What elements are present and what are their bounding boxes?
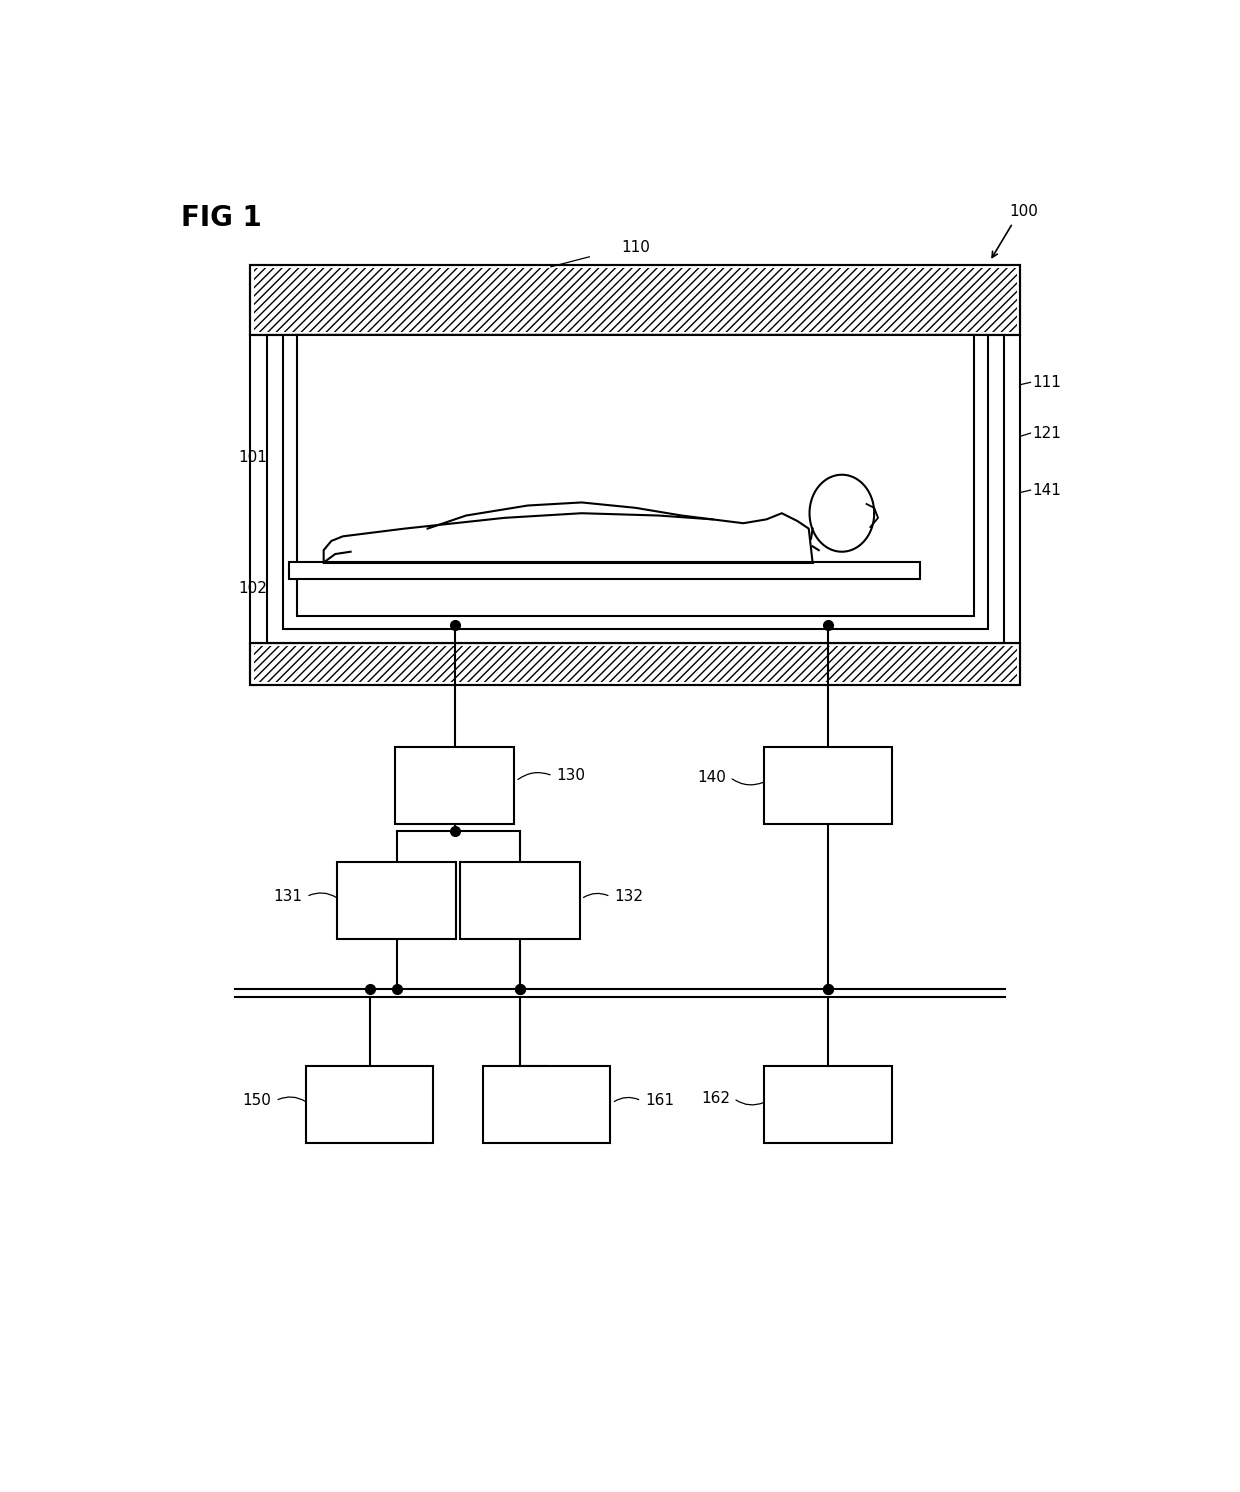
Text: 100: 100 bbox=[1009, 204, 1038, 219]
Bar bbox=[296, 334, 975, 616]
Bar bbox=[765, 746, 892, 824]
Text: SW: SW bbox=[439, 776, 470, 795]
Bar bbox=[394, 746, 515, 824]
Text: 150: 150 bbox=[243, 1094, 272, 1109]
Text: RX: RX bbox=[507, 891, 533, 910]
Bar bbox=[337, 862, 456, 938]
Text: 131: 131 bbox=[274, 889, 303, 904]
Text: 141: 141 bbox=[1032, 482, 1061, 498]
Text: 130: 130 bbox=[557, 768, 585, 783]
Text: HMI: HMI bbox=[351, 1095, 388, 1115]
Bar bbox=[765, 1067, 892, 1143]
Bar bbox=[289, 562, 920, 579]
Text: MEM: MEM bbox=[805, 1095, 851, 1115]
Text: CPU: CPU bbox=[527, 1095, 567, 1115]
Text: 140: 140 bbox=[697, 770, 725, 785]
Bar bbox=[460, 862, 579, 938]
Text: GRAD: GRAD bbox=[800, 776, 856, 795]
Text: 101: 101 bbox=[238, 451, 268, 466]
Bar bbox=[253, 646, 1017, 682]
Text: 162: 162 bbox=[701, 1091, 730, 1106]
Text: TX: TX bbox=[384, 891, 409, 910]
Text: FIG 1: FIG 1 bbox=[181, 204, 262, 231]
Bar bbox=[283, 334, 988, 628]
Bar bbox=[250, 643, 1021, 685]
Bar bbox=[484, 1067, 610, 1143]
Text: 110: 110 bbox=[621, 240, 650, 255]
Bar bbox=[253, 269, 1017, 331]
Bar bbox=[250, 266, 1021, 334]
Text: 121: 121 bbox=[1032, 425, 1061, 440]
Bar bbox=[250, 643, 1021, 685]
Text: 102: 102 bbox=[238, 582, 268, 597]
Bar bbox=[268, 334, 1003, 643]
Text: 161: 161 bbox=[645, 1094, 675, 1109]
Text: 111: 111 bbox=[1032, 374, 1061, 389]
Bar bbox=[250, 334, 1021, 643]
Bar bbox=[250, 266, 1021, 334]
Bar bbox=[306, 1067, 433, 1143]
Text: 132: 132 bbox=[614, 889, 644, 904]
